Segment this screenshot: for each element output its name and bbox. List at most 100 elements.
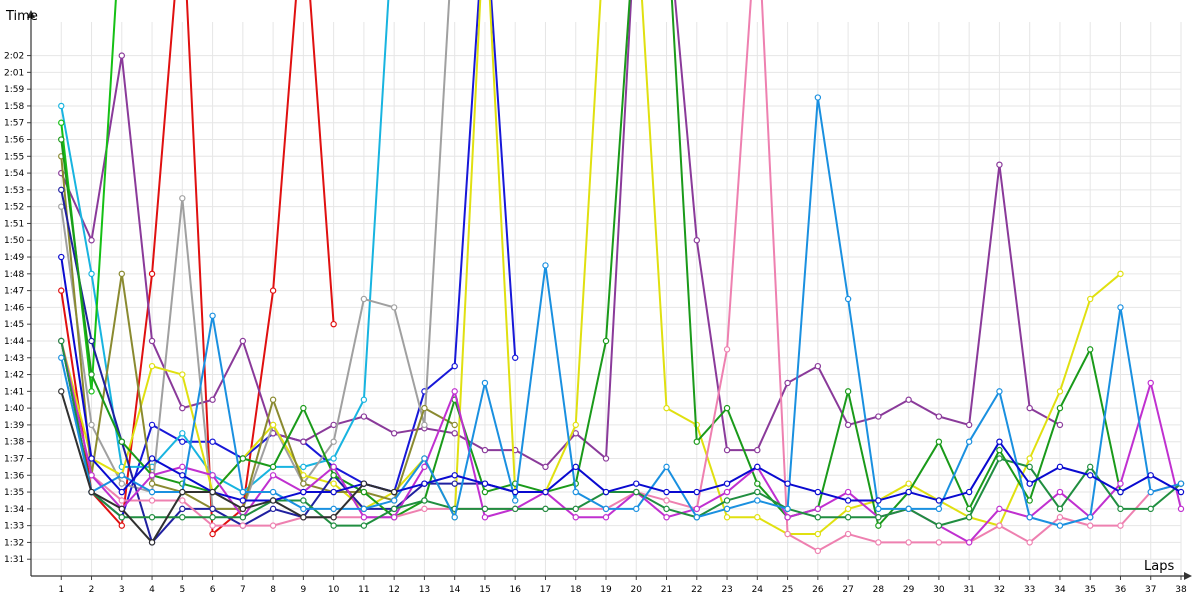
x-tick-label: 18 bbox=[570, 585, 582, 595]
data-point bbox=[209, 312, 216, 319]
series-line bbox=[60, 156, 456, 510]
data-point bbox=[118, 472, 125, 479]
data-point bbox=[1117, 270, 1124, 278]
data-point bbox=[481, 514, 489, 521]
y-tick-label: 1:56 bbox=[4, 136, 24, 146]
data-point bbox=[300, 497, 307, 504]
data-point bbox=[572, 430, 579, 437]
data-point bbox=[209, 472, 216, 479]
data-point bbox=[179, 371, 186, 378]
x-tick-label: 30 bbox=[933, 585, 945, 595]
data-point bbox=[572, 421, 579, 429]
data-point bbox=[935, 539, 943, 546]
data-point bbox=[996, 505, 1003, 513]
y-tick-label: 1:54 bbox=[4, 169, 24, 179]
y-tick-label: 2:01 bbox=[4, 68, 24, 78]
x-tick-label: 9 bbox=[301, 585, 307, 595]
data-point bbox=[148, 337, 156, 345]
y-tick-label: 1:35 bbox=[4, 488, 24, 498]
data-point bbox=[723, 404, 731, 412]
data-point bbox=[1056, 488, 1064, 496]
data-point bbox=[1026, 480, 1033, 487]
series-line bbox=[60, 189, 516, 544]
x-tick-label: 2 bbox=[89, 585, 95, 595]
data-point bbox=[965, 488, 973, 496]
data-point bbox=[209, 530, 216, 538]
data-point bbox=[360, 480, 368, 487]
data-point bbox=[633, 488, 640, 496]
data-point bbox=[723, 514, 731, 521]
data-point bbox=[875, 505, 882, 513]
data-point bbox=[663, 463, 670, 471]
x-tick-label: 13 bbox=[419, 585, 430, 595]
data-point bbox=[875, 539, 882, 546]
data-point bbox=[360, 505, 368, 513]
data-point bbox=[1117, 480, 1124, 487]
y-tick-label: 1:44 bbox=[4, 337, 24, 347]
data-point bbox=[148, 472, 156, 479]
data-point bbox=[88, 455, 95, 462]
data-point bbox=[269, 463, 277, 471]
y-tick-label: 1:37 bbox=[4, 454, 24, 464]
data-point bbox=[300, 514, 307, 521]
data-point bbox=[996, 388, 1003, 395]
data-point bbox=[481, 480, 489, 487]
data-point bbox=[330, 505, 337, 513]
data-point bbox=[723, 505, 731, 513]
data-point bbox=[572, 514, 579, 521]
data-point bbox=[118, 488, 125, 496]
data-point bbox=[693, 237, 700, 244]
data-point bbox=[451, 421, 458, 429]
x-tick-label: 11 bbox=[358, 585, 369, 595]
data-point bbox=[905, 488, 912, 496]
x-tick-label: 17 bbox=[540, 585, 551, 595]
data-point bbox=[58, 253, 65, 261]
data-point bbox=[1026, 463, 1033, 471]
data-point bbox=[481, 505, 489, 513]
y-tick-label: 1:43 bbox=[4, 354, 24, 364]
data-point bbox=[330, 488, 337, 496]
data-point bbox=[360, 488, 368, 496]
data-point bbox=[1026, 404, 1033, 412]
series-line bbox=[60, 0, 1182, 552]
data-point bbox=[118, 505, 125, 513]
data-point bbox=[844, 530, 852, 538]
x-tick-label: 35 bbox=[1084, 585, 1095, 595]
x-tick-label: 25 bbox=[782, 585, 793, 595]
data-point bbox=[390, 505, 398, 513]
y-tick-label: 1:39 bbox=[4, 421, 24, 431]
data-point bbox=[269, 396, 277, 403]
data-point bbox=[360, 522, 368, 529]
data-point bbox=[512, 354, 519, 361]
data-point bbox=[421, 463, 428, 471]
series-line bbox=[60, 0, 1122, 536]
data-point bbox=[481, 379, 489, 387]
data-point bbox=[844, 421, 852, 429]
data-point bbox=[1177, 480, 1185, 487]
data-point bbox=[965, 514, 973, 521]
data-point bbox=[88, 472, 95, 479]
y-tick-label: 1:53 bbox=[4, 186, 24, 196]
data-point bbox=[996, 522, 1003, 529]
data-point bbox=[1147, 505, 1154, 513]
data-point bbox=[179, 505, 186, 513]
data-point bbox=[330, 472, 337, 479]
data-point bbox=[300, 438, 307, 445]
series-3 bbox=[58, 0, 1064, 471]
y-tick-label: 1:33 bbox=[4, 522, 24, 532]
data-point bbox=[451, 362, 458, 370]
data-point bbox=[269, 421, 277, 429]
data-point bbox=[330, 480, 337, 487]
data-point bbox=[633, 480, 640, 487]
x-tick-label: 37 bbox=[1145, 585, 1156, 595]
data-point bbox=[723, 346, 731, 353]
data-point bbox=[330, 421, 337, 429]
data-point bbox=[844, 388, 852, 395]
data-point bbox=[421, 505, 428, 513]
series-line bbox=[60, 0, 1061, 468]
data-point bbox=[269, 522, 277, 529]
x-tick-label: 21 bbox=[661, 585, 672, 595]
data-point bbox=[1147, 472, 1154, 479]
y-tick-label: 1:36 bbox=[4, 471, 24, 481]
